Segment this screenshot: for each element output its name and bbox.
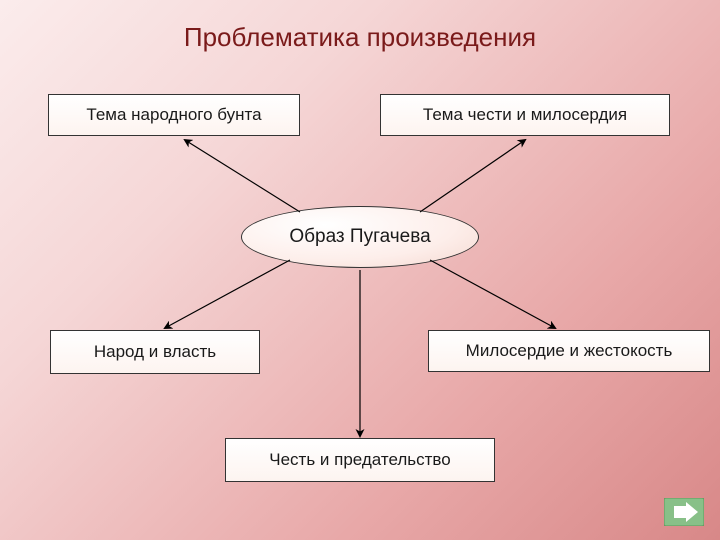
center-node-label: Образ Пугачева <box>289 226 430 248</box>
center-node: Образ Пугачева <box>241 206 479 268</box>
node-top-left-label: Тема народного бунта <box>86 105 261 125</box>
diagram-title: Проблематика произведения <box>0 0 720 53</box>
node-mid-right-label: Милосердие и жестокость <box>466 341 673 361</box>
node-bottom: Честь и предательство <box>225 438 495 482</box>
node-top-right-label: Тема чести и милосердия <box>423 105 627 125</box>
node-mid-left-label: Народ и власть <box>94 342 216 362</box>
node-bottom-label: Честь и предательство <box>269 450 450 470</box>
node-mid-left: Народ и власть <box>50 330 260 374</box>
next-button[interactable] <box>664 498 704 526</box>
node-top-right: Тема чести и милосердия <box>380 94 670 136</box>
node-mid-right: Милосердие и жестокость <box>428 330 710 372</box>
node-top-left: Тема народного бунта <box>48 94 300 136</box>
next-arrow-icon <box>664 498 704 526</box>
